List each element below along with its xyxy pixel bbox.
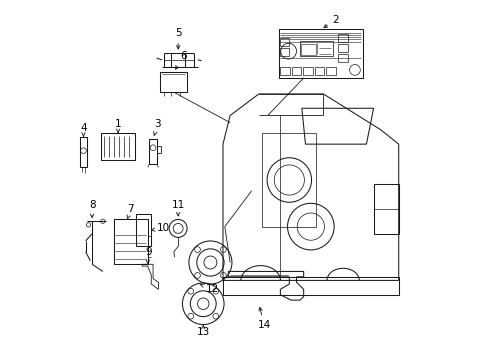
Bar xyxy=(314,67,324,75)
Text: 14: 14 xyxy=(257,307,270,330)
Bar xyxy=(223,277,398,295)
Bar xyxy=(280,67,289,75)
Bar xyxy=(301,44,315,55)
Bar xyxy=(325,67,335,75)
Text: 12: 12 xyxy=(200,284,219,294)
Text: 9: 9 xyxy=(145,247,151,263)
Bar xyxy=(149,139,156,164)
Bar xyxy=(101,134,135,160)
Text: 2: 2 xyxy=(324,15,339,27)
Text: 10: 10 xyxy=(151,224,170,233)
Bar xyxy=(303,67,312,75)
Bar xyxy=(373,184,398,234)
Bar xyxy=(262,134,316,226)
Bar xyxy=(80,137,87,167)
Bar xyxy=(160,72,187,92)
Bar xyxy=(113,220,147,264)
Bar xyxy=(291,67,301,75)
Bar xyxy=(136,214,150,246)
Text: 8: 8 xyxy=(89,200,95,217)
Text: 1: 1 xyxy=(115,120,122,132)
Bar xyxy=(280,39,289,45)
Bar xyxy=(337,34,348,41)
Bar xyxy=(337,54,348,62)
Bar xyxy=(300,41,332,56)
Text: 7: 7 xyxy=(127,204,134,219)
Text: 6: 6 xyxy=(175,51,186,69)
Bar xyxy=(280,48,289,55)
Text: 3: 3 xyxy=(153,120,161,135)
Text: 4: 4 xyxy=(80,123,86,136)
Text: 5: 5 xyxy=(175,28,181,49)
Text: 11: 11 xyxy=(171,200,184,216)
Bar xyxy=(278,30,362,78)
Text: 13: 13 xyxy=(196,325,209,337)
Bar xyxy=(337,44,348,51)
